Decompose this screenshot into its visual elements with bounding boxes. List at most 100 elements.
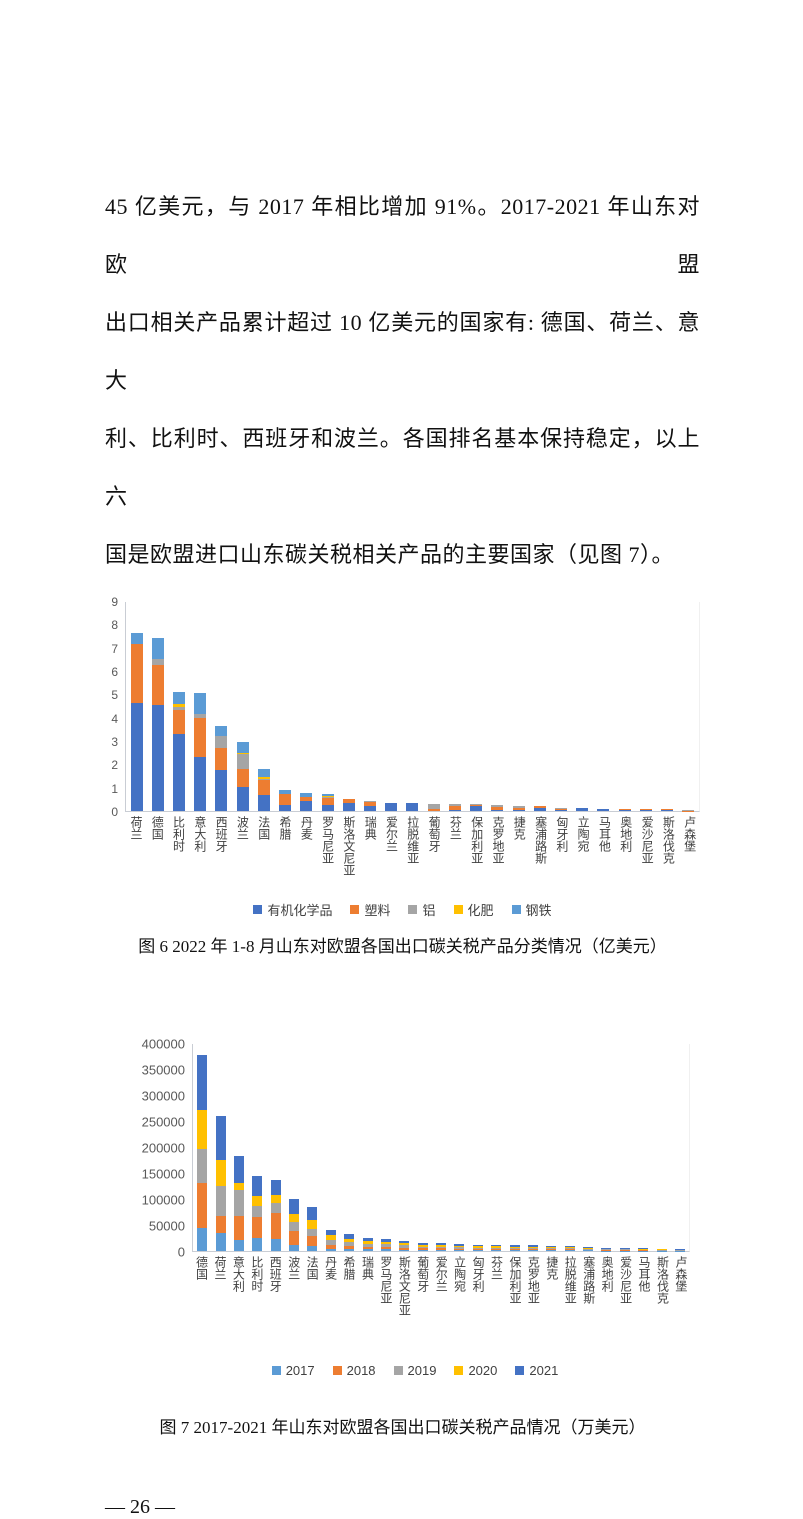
category-label: 瑞典 [364, 816, 377, 840]
category-label: 荷兰 [213, 1256, 226, 1280]
bar-segment [173, 710, 185, 735]
stacked-bar [597, 809, 609, 811]
bar-segment [197, 1228, 207, 1251]
category-label-cell: 拉脱维亚 [402, 812, 423, 892]
bar-segment [300, 801, 312, 812]
category-label: 爱尔兰 [435, 1256, 448, 1292]
stacked-bar [546, 1246, 556, 1251]
bar-segment [194, 757, 206, 811]
legend-item: 化肥 [454, 900, 494, 919]
y-axis-tick-label: 250000 [142, 1115, 185, 1130]
stacked-bar [152, 638, 164, 811]
legend-item: 有机化学品 [253, 900, 332, 919]
y-axis-tick-label: 3 [111, 735, 118, 749]
bar-segment [510, 1250, 520, 1251]
legend-color-swatch [272, 1366, 281, 1375]
bar-column [450, 1044, 468, 1251]
stacked-bar [252, 1176, 262, 1251]
stacked-bar [583, 1247, 593, 1251]
legend-item: 铝 [408, 900, 435, 919]
stacked-bar [491, 805, 503, 811]
stacked-bar [131, 633, 143, 811]
bar-column [253, 602, 274, 811]
bar-segment [289, 1231, 299, 1245]
stacked-bar [289, 1199, 299, 1251]
bar-segment [449, 810, 461, 811]
category-label-cell: 西班牙 [266, 1252, 284, 1349]
category-label: 塞浦路斯 [582, 1256, 595, 1304]
category-label: 波兰 [287, 1256, 300, 1280]
bar-column [466, 602, 487, 811]
bar-column [579, 1044, 597, 1251]
bar-segment [576, 808, 588, 811]
category-label: 匈牙利 [555, 816, 568, 852]
category-label: 斯洛伐克 [662, 816, 675, 864]
bar-segment [252, 1196, 262, 1205]
bar-segment [197, 1055, 207, 1110]
stacked-bar [657, 1249, 667, 1251]
category-label: 比利时 [250, 1256, 263, 1292]
category-label-cell: 拉脱维亚 [561, 1252, 579, 1349]
bar-segment [194, 718, 206, 758]
bar-segment [234, 1216, 244, 1240]
category-label-cell: 爱尔兰 [432, 1252, 450, 1349]
category-label-cell: 爱沙尼亚 [636, 812, 657, 892]
bar-column [634, 1044, 652, 1251]
category-label-cell: 斯洛文尼亚 [338, 812, 359, 892]
stacked-bar [528, 1245, 538, 1251]
bar-segment [194, 693, 206, 714]
legend-color-swatch [454, 905, 463, 914]
category-label: 捷克 [545, 1256, 558, 1280]
legend-label: 2019 [408, 1363, 437, 1378]
stacked-bar [638, 1248, 648, 1251]
bar-segment [307, 1246, 317, 1251]
bar-column [508, 602, 529, 811]
stacked-bar [601, 1248, 611, 1251]
category-label: 意大利 [232, 1256, 245, 1292]
legend-color-swatch [515, 1366, 524, 1375]
bar-column [358, 1044, 376, 1251]
bar-column [414, 1044, 432, 1251]
stacked-bar [513, 806, 525, 811]
category-label-cell: 德国 [146, 812, 167, 892]
stacked-bar [449, 804, 461, 811]
y-axis-tick-label: 350000 [142, 1063, 185, 1078]
legend-color-swatch [454, 1366, 463, 1375]
category-label-cell: 瑞典 [358, 1252, 376, 1349]
bar-segment [470, 806, 482, 811]
category-label: 德国 [151, 816, 164, 840]
bar-segment [363, 1249, 373, 1251]
category-label-cell: 丹麦 [295, 812, 316, 892]
bar-segment [344, 1249, 354, 1251]
bar-segment [216, 1233, 226, 1251]
stacked-bar [436, 1243, 446, 1251]
bar-column [267, 1044, 285, 1251]
category-label: 奥地利 [601, 1256, 614, 1292]
bar-segment [307, 1220, 317, 1229]
stacked-bar [406, 803, 418, 811]
category-label-cell: 葡萄牙 [423, 812, 444, 892]
category-label: 德国 [195, 1256, 208, 1280]
stacked-bar [510, 1245, 520, 1251]
bar-column [561, 1044, 579, 1251]
bar-column [524, 1044, 542, 1251]
category-label-cell: 卢森堡 [679, 812, 700, 892]
bar-segment [173, 692, 185, 704]
category-label: 希腊 [278, 816, 291, 840]
bar-segment [454, 1250, 464, 1251]
bar-column [432, 1044, 450, 1251]
category-label: 克罗地亚 [527, 1256, 540, 1304]
category-label: 爱沙尼亚 [619, 1256, 632, 1304]
stacked-bar [399, 1241, 409, 1251]
y-axis-tick-label: 5 [111, 688, 118, 702]
stacked-bar [237, 742, 249, 811]
stacked-bar [364, 801, 376, 811]
bar-segment [131, 644, 143, 702]
bar-segment [237, 754, 249, 769]
stacked-bar [197, 1055, 207, 1251]
category-label: 匈牙利 [471, 1256, 484, 1292]
bar-column [230, 1044, 248, 1251]
bar-segment [216, 1186, 226, 1216]
